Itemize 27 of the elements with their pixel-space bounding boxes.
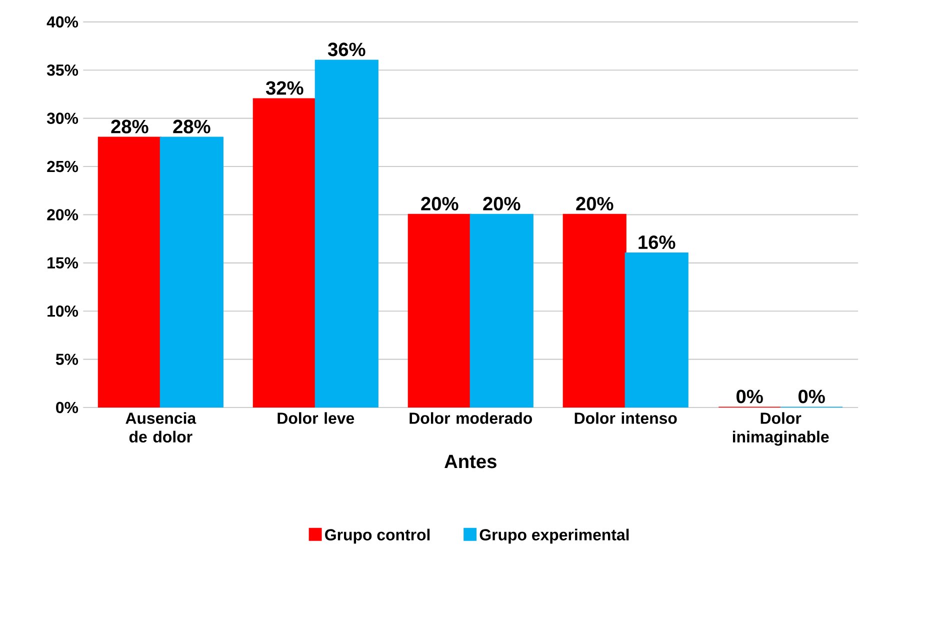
data-label: 20% xyxy=(576,196,614,210)
y-tick-label: 10% xyxy=(48,305,78,317)
data-label: 0% xyxy=(736,390,763,404)
x-tick-label: Dolor intenso xyxy=(574,412,677,424)
x-tick-label: Dolor inimaginable xyxy=(732,412,829,446)
x-tick-label: Ausencia de dolor xyxy=(126,412,196,442)
data-label: 36% xyxy=(328,42,366,56)
y-tick-label: 25% xyxy=(47,160,78,172)
legend-label: Grupo experimental xyxy=(480,528,629,544)
data-label: 20% xyxy=(483,196,520,210)
data-label: 0% xyxy=(798,390,825,404)
data-label: 28% xyxy=(173,120,210,134)
y-tick-label: 20% xyxy=(47,208,78,220)
legend-label: Grupo control xyxy=(325,528,430,544)
data-label: 32% xyxy=(266,81,304,95)
y-tick-label: 15% xyxy=(48,257,78,268)
y-tick-label: 0% xyxy=(56,402,78,414)
y-tick-label: 35% xyxy=(46,64,78,76)
data-label: 28% xyxy=(111,120,148,134)
y-tick-label: 40% xyxy=(46,16,78,28)
x-axis-title: Antes xyxy=(444,454,496,468)
x-tick-label: Dolor leve xyxy=(278,412,354,424)
y-tick-label: 30% xyxy=(46,112,78,124)
data-label: 20% xyxy=(421,196,458,210)
x-tick-label: Dolor moderado xyxy=(410,412,532,424)
y-tick-label: 5% xyxy=(56,354,78,365)
data-label: 16% xyxy=(638,235,676,249)
